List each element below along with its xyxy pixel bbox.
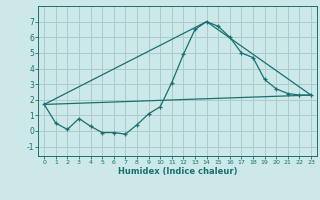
X-axis label: Humidex (Indice chaleur): Humidex (Indice chaleur) bbox=[118, 167, 237, 176]
